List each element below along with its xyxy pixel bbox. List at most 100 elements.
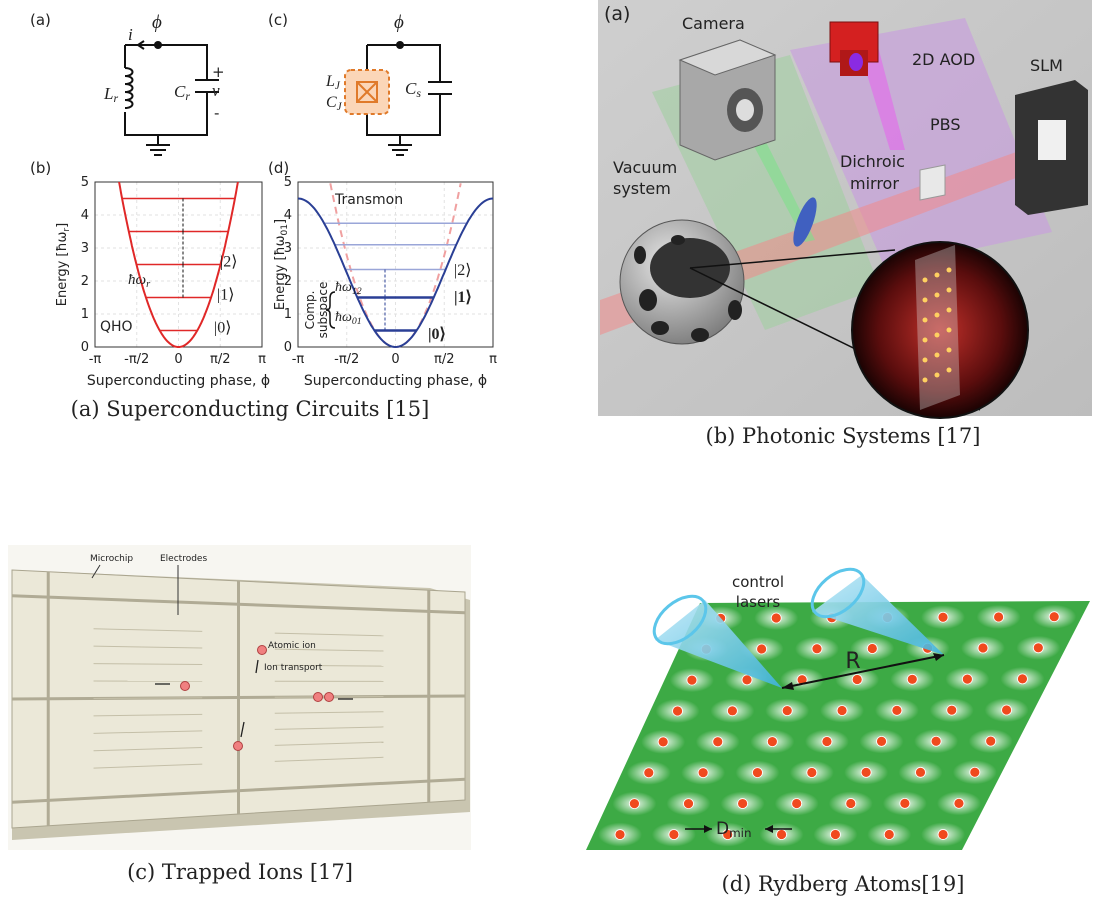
inductor-label: Lr bbox=[103, 84, 118, 105]
state-label-part: |2⟩ bbox=[220, 253, 237, 270]
tweezer-spot bbox=[923, 318, 928, 323]
ion-transport-label-part: Ion transport bbox=[264, 663, 323, 673]
subspace-label-part: Comp. bbox=[303, 291, 317, 330]
y-tick-label-part: 3 bbox=[81, 241, 89, 256]
atom bbox=[994, 612, 1004, 622]
vacuum-label: system bbox=[613, 179, 671, 198]
inductor bbox=[125, 68, 133, 108]
trapped-ion-illustration bbox=[8, 545, 471, 850]
rydberg-illustration bbox=[586, 560, 1090, 850]
node-dot bbox=[396, 41, 404, 49]
vacuum-chamber bbox=[620, 220, 744, 344]
atom bbox=[954, 798, 964, 808]
capacitor-label: Cr bbox=[174, 82, 190, 103]
slm bbox=[1015, 80, 1088, 215]
tweezer-spot bbox=[947, 288, 952, 293]
state-label-part: |1⟩ bbox=[454, 289, 472, 306]
state-label: |0⟩ bbox=[428, 326, 446, 343]
atom bbox=[884, 829, 894, 839]
panel-tag: (c) bbox=[268, 11, 288, 29]
ground bbox=[388, 135, 412, 155]
dichroic-label: mirror bbox=[850, 174, 899, 193]
panel-tag-part: (a) bbox=[604, 3, 630, 25]
gap-label-part: ħω bbox=[335, 310, 352, 325]
panel-tag-part: (a) bbox=[30, 11, 51, 29]
inductor-label-part: L bbox=[103, 84, 113, 103]
y-axis-label-part: ] bbox=[273, 219, 288, 224]
y-tick-label: 1 bbox=[81, 307, 89, 322]
atom bbox=[807, 768, 817, 778]
atom bbox=[1002, 705, 1012, 715]
atom bbox=[687, 675, 697, 685]
spacing-label-part: D bbox=[716, 819, 729, 839]
x-tick-label: -π bbox=[292, 352, 305, 367]
model-label: QHO bbox=[100, 319, 133, 335]
x-tick-label-part: π bbox=[489, 352, 497, 367]
energy-plots bbox=[95, 182, 493, 347]
atom bbox=[684, 799, 694, 809]
atom bbox=[938, 612, 948, 622]
atom bbox=[986, 736, 996, 746]
distance-label: R bbox=[845, 649, 860, 674]
atom bbox=[629, 799, 639, 809]
state-label-part: |0⟩ bbox=[214, 319, 231, 336]
aod-label-part: 2D AOD bbox=[912, 50, 975, 69]
tweezer-spot bbox=[947, 268, 952, 273]
atom bbox=[915, 767, 925, 777]
atom bbox=[970, 767, 980, 777]
model-label-part: QHO bbox=[100, 319, 133, 335]
tweezer-spot bbox=[923, 298, 928, 303]
junction-c-label-part: J bbox=[337, 101, 343, 113]
tweezer-spot bbox=[935, 293, 940, 298]
x-tick-label: π/2 bbox=[210, 352, 230, 367]
atom bbox=[792, 799, 802, 809]
x-tick-label: 0 bbox=[391, 352, 399, 367]
control-lasers-label-part: control bbox=[732, 573, 784, 591]
x-tick-label-part: π/2 bbox=[210, 352, 230, 367]
junction-l-label: LJ bbox=[325, 73, 341, 92]
tweezer-spot bbox=[923, 378, 928, 383]
microchip-label: Microchip bbox=[90, 554, 133, 564]
vacuum-label: Vacuum bbox=[613, 158, 677, 177]
slm-label-part: SLM bbox=[1030, 56, 1063, 75]
x-tick-label-part: -π bbox=[292, 352, 305, 367]
control-lasers-label-part: lasers bbox=[736, 593, 781, 611]
model-label-part: Transmon bbox=[334, 192, 403, 208]
panel-tag-part: (b) bbox=[30, 159, 51, 177]
gap-label-part: ħω bbox=[335, 280, 352, 295]
atom bbox=[900, 798, 910, 808]
atom bbox=[782, 706, 792, 716]
y-tick-label-part: 1 bbox=[81, 307, 89, 322]
state-label: |0⟩ bbox=[214, 319, 231, 336]
camera-label: Camera bbox=[682, 14, 745, 33]
atom bbox=[812, 644, 822, 654]
atom bbox=[727, 706, 737, 716]
caption: (a) Superconducting Circuits [15] bbox=[71, 397, 430, 421]
atom bbox=[752, 768, 762, 778]
atom bbox=[877, 736, 887, 746]
atom bbox=[1049, 612, 1059, 622]
ion bbox=[258, 646, 267, 655]
x-axis-label: Superconducting phase, ϕ bbox=[304, 373, 487, 389]
polarity-minus: - bbox=[214, 104, 219, 122]
panel-tag: (b) bbox=[30, 159, 51, 177]
dichroic-label: Dichroic bbox=[840, 152, 905, 171]
capacitor-label-part: C bbox=[405, 79, 417, 98]
gap-label-part: 01 bbox=[352, 316, 362, 327]
vacuum-label-part: system bbox=[613, 179, 671, 198]
atom bbox=[978, 643, 988, 653]
panel-tag-part: (d) bbox=[268, 159, 289, 177]
aod-label: 2D AOD bbox=[912, 50, 975, 69]
tweezer-spot bbox=[947, 308, 952, 313]
atom bbox=[830, 829, 840, 839]
tweezer-spot bbox=[935, 353, 940, 358]
subspace-label: subspace bbox=[316, 282, 330, 339]
atom bbox=[698, 768, 708, 778]
distance-label-part: R bbox=[845, 649, 860, 674]
polarity-plus: + bbox=[212, 63, 225, 81]
figure: (a)iϕLrCr+v-(c)ϕLJCJCs012345-π-π/20π/2π(… bbox=[0, 0, 1097, 913]
atom bbox=[837, 706, 847, 716]
atom bbox=[947, 705, 957, 715]
y-tick-label-part: 5 bbox=[284, 175, 292, 190]
atom bbox=[907, 674, 917, 684]
